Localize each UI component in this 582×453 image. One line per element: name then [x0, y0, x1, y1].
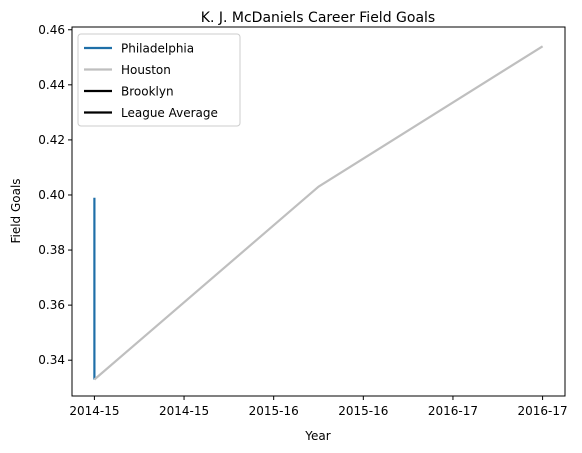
y-tick-label: 0.34 [38, 353, 65, 367]
legend-label: Houston [121, 63, 171, 77]
y-axis-label: Field Goals [9, 178, 23, 243]
x-tick-label: 2016-17 [428, 404, 478, 418]
legend: Philadelphia Houston Brooklyn League Averag… [77, 33, 241, 127]
x-axis-label: Year [304, 429, 330, 443]
y-tick-label: 0.38 [38, 243, 65, 257]
legend-items: Philadelphia Houston Brooklyn League Averag… [84, 42, 218, 120]
x-axis: 2014-15 2014-15 2015-16 2015-16 2016-17 2016-… [69, 396, 568, 418]
x-tick-label: 2014-15 [69, 404, 119, 418]
plot-frame [71, 26, 566, 397]
y-tick-label: 0.44 [38, 78, 65, 92]
legend-label: Philadelphia [121, 42, 194, 56]
y-axis: 0.34 0.36 0.38 0.40 0.42 0.44 0.46 [38, 23, 72, 367]
series-line-houston [93, 45, 544, 381]
x-tick-label: 2016-17 [518, 404, 568, 418]
y-tick-label: 0.36 [38, 298, 65, 312]
y-tick-label: 0.46 [38, 23, 65, 37]
y-tick-label: 0.40 [38, 188, 65, 202]
x-tick-label: 2015-16 [338, 404, 388, 418]
series-layer [93, 45, 544, 381]
chart-title: K. J. McDaniels Career Field Goals [201, 10, 435, 26]
y-tick-label: 0.42 [38, 133, 65, 147]
legend-label: Brooklyn [121, 85, 174, 99]
x-tick-label: 2014-15 [159, 404, 209, 418]
legend-label: League Average [121, 106, 218, 120]
legend-box [77, 33, 241, 127]
x-tick-label: 2015-16 [249, 404, 299, 418]
